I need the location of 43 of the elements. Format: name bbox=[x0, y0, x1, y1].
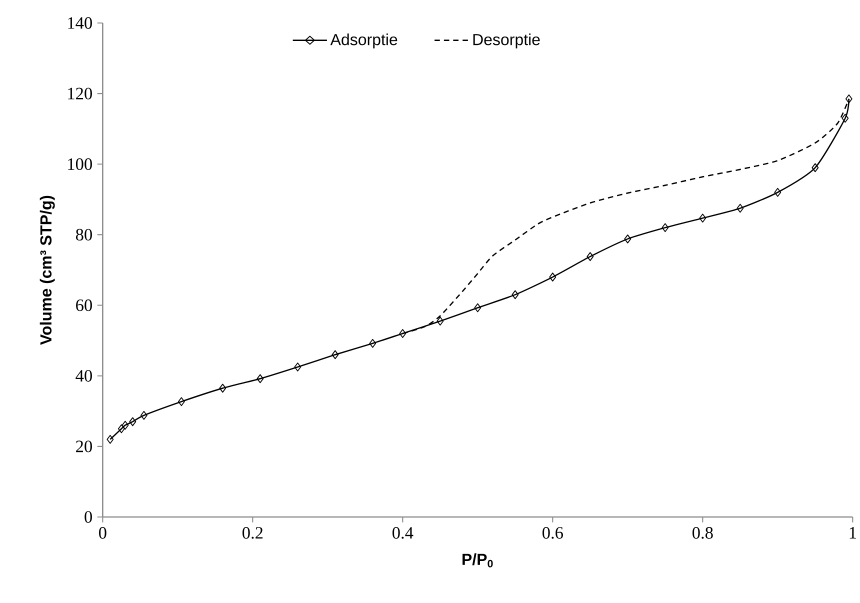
y-tick-label: 0 bbox=[84, 511, 92, 523]
x-tick-label: 1 bbox=[850, 527, 856, 538]
point bbox=[436, 316, 444, 326]
point bbox=[586, 252, 594, 262]
point bbox=[842, 114, 849, 123]
x-tick-label: 0.4 bbox=[392, 527, 414, 539]
x-tick-label: 0.6 bbox=[542, 527, 563, 539]
point bbox=[332, 350, 339, 360]
point bbox=[736, 204, 744, 213]
y-tick-label: 120 bbox=[68, 88, 92, 100]
y-axis-title: Volume (cm³ STP/g) bbox=[40, 196, 55, 345]
point bbox=[512, 290, 519, 300]
point bbox=[474, 303, 482, 312]
y-tick-label: 60 bbox=[76, 299, 92, 312]
legend-label: Adsorptie bbox=[330, 33, 398, 48]
point bbox=[129, 417, 136, 426]
y-tick-label: 140 bbox=[68, 17, 92, 29]
point bbox=[294, 362, 302, 372]
y-tick-label: 100 bbox=[68, 158, 92, 170]
point bbox=[624, 234, 632, 244]
x-axis-title: P/P$_{0}$ bbox=[462, 553, 493, 568]
point bbox=[219, 384, 226, 393]
y-tick-label: 80 bbox=[76, 228, 92, 241]
point bbox=[122, 420, 129, 430]
y-tick-label: 40 bbox=[76, 370, 92, 382]
point bbox=[662, 223, 669, 232]
x-tick-label: 0.8 bbox=[692, 527, 713, 539]
point bbox=[774, 188, 782, 197]
x-tick-label: 0 bbox=[99, 527, 106, 539]
legend-label: Desorptie bbox=[473, 33, 540, 48]
point bbox=[549, 272, 556, 282]
point bbox=[699, 214, 706, 223]
point bbox=[369, 338, 376, 348]
point bbox=[118, 424, 125, 434]
point bbox=[178, 397, 185, 406]
point bbox=[106, 434, 114, 444]
y-tick-label: 20 bbox=[76, 440, 92, 452]
point bbox=[399, 329, 406, 338]
point bbox=[845, 94, 852, 104]
x-tick-label: 0.2 bbox=[242, 527, 263, 539]
point bbox=[140, 410, 148, 420]
point bbox=[812, 163, 819, 172]
point bbox=[256, 374, 264, 384]
